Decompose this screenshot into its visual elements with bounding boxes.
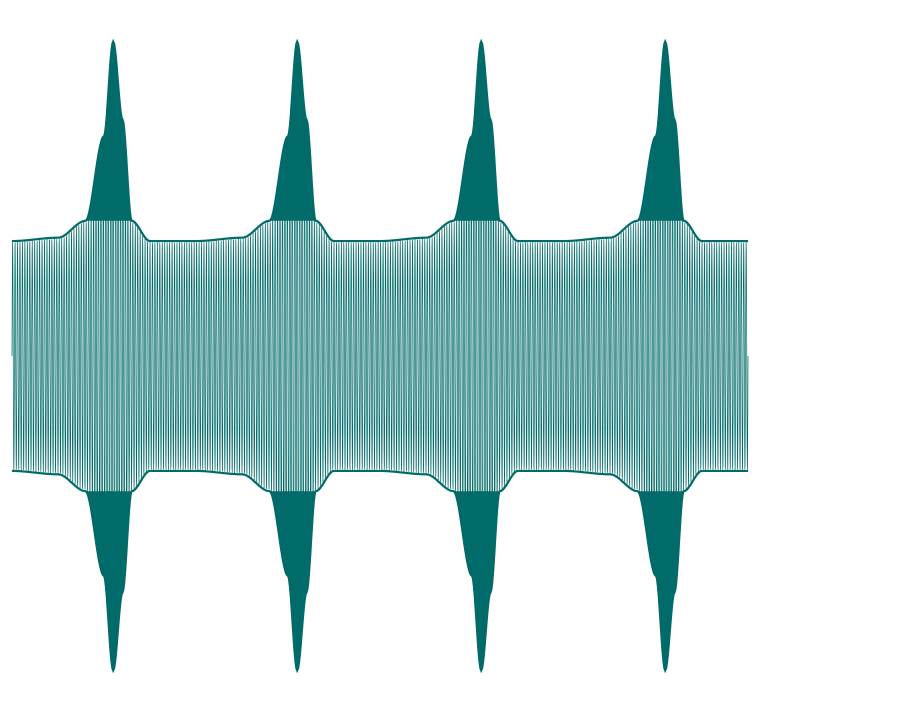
burst-lower-1 bbox=[80, 478, 143, 671]
envelope-group bbox=[12, 38, 748, 674]
burst-upper-2 bbox=[264, 41, 327, 234]
envelope-lower-line bbox=[12, 469, 748, 674]
burst-lower-3 bbox=[448, 478, 511, 671]
burst-lower-2 bbox=[264, 478, 327, 671]
burst-upper-3 bbox=[448, 41, 511, 234]
burst-upper-4 bbox=[632, 41, 695, 234]
burst-lower-4 bbox=[632, 478, 695, 671]
envelope-upper-line bbox=[12, 38, 748, 243]
signal-series bbox=[11, 41, 749, 663]
burst-upper-1 bbox=[80, 41, 143, 234]
signal-line bbox=[11, 41, 749, 663]
